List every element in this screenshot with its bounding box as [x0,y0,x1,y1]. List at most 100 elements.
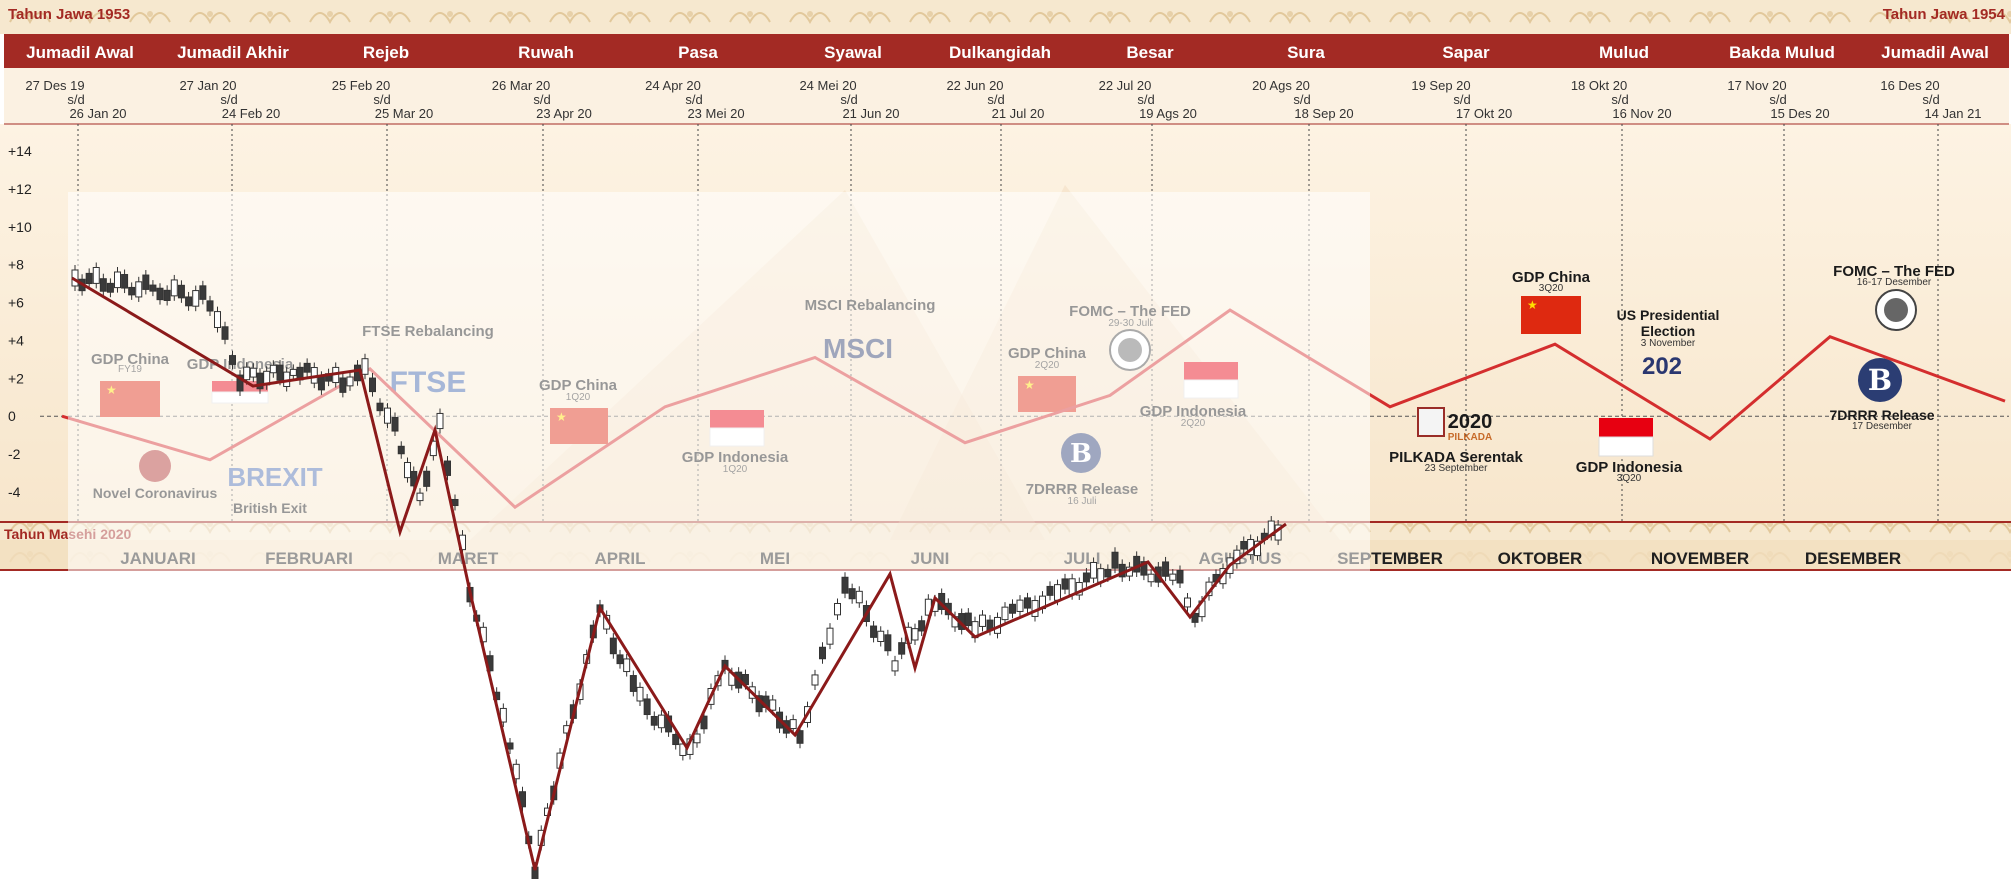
candle-body [855,590,863,604]
candle-body [416,492,424,502]
candle-body [769,699,777,711]
month-end-date: 24 Feb 20 [222,106,281,121]
month-sd-label: s/d [1769,92,1786,107]
month-start-date: 25 Feb 20 [332,78,391,93]
candle-body [451,498,459,507]
event-title: PILKADA Serentak [1389,449,1523,466]
candle-body [1184,597,1191,608]
month-start-date: 24 Mei 20 [799,78,856,93]
month-start-date: 17 Nov 20 [1727,78,1786,93]
y-tick-label: +4 [8,332,24,348]
candle-body [229,355,236,365]
event-title: GDP China [1512,269,1591,286]
candle-body [1133,555,1141,573]
fed-seal-center [1884,298,1908,322]
candle-body [643,698,651,716]
javanese-month-name: Jumadil Akhir [177,43,289,62]
candle-body [1111,551,1119,569]
event-subtitle: 3Q20 [1539,283,1564,294]
candle-body [346,376,354,387]
candle-body [700,715,708,730]
candle-body [1068,578,1076,596]
date-row-band [4,68,2009,124]
event-title-line1: US Presidential [1617,307,1720,323]
candle-body [1090,561,1098,579]
candle-body [1104,568,1112,578]
y-tick-label: -4 [8,484,21,500]
month-end-date: 25 Mar 20 [375,106,434,121]
y-tick-label: +8 [8,257,24,273]
candle-body [376,402,384,412]
y-tick-label: +10 [8,219,32,235]
event-title: GDP Indonesia [1576,459,1683,476]
candle-body [1162,561,1170,577]
event-title-line2: Election [1641,323,1695,339]
candle-body [884,634,892,652]
candle-body [1147,573,1155,583]
candle-body [256,372,264,390]
candle-body [429,440,437,457]
y-tick-label: -2 [8,446,21,462]
election-2020-icon: 202 [1642,353,1682,380]
month-sd-label: s/d [533,92,550,107]
candle-body [1016,599,1024,612]
candle-body [163,289,171,301]
candle-body [826,627,834,645]
candle-body [185,296,193,307]
javanese-month-name: Rejeb [363,43,409,62]
month-end-date: 21 Jul 20 [992,106,1045,121]
bi-letter: B [1868,363,1892,397]
candle-body [214,311,221,328]
event-subtitle: 3Q20 [1617,473,1642,484]
candle-body [289,368,297,376]
y-tick-label: +14 [8,143,32,159]
candle-body [979,614,986,627]
month-sd-label: s/d [220,92,237,107]
month-end-date: 15 Des 20 [1770,106,1829,121]
candle-body [1024,597,1031,609]
month-end-date: 17 Okt 20 [1456,106,1512,121]
candle-body [964,612,972,627]
event-subtitle: 16-17 Desember [1857,277,1932,288]
gregorian-month-label: OKTOBER [1498,549,1583,568]
javanese-month-name: Mulud [1599,43,1649,62]
month-end-date: 19 Ags 20 [1139,106,1197,121]
month-sd-label: s/d [1453,92,1470,107]
month-end-date: 21 Jun 20 [842,106,899,121]
candle-body [369,377,376,393]
candle-body [1240,541,1248,550]
candle-body [891,660,899,672]
candle-body [819,646,826,660]
candle-body [636,686,644,702]
candle-body [1169,573,1177,581]
candle-body [609,637,617,655]
javanese-month-name: Sapar [1442,43,1490,62]
candle-body [870,625,878,638]
candle-body [114,271,121,289]
javanese-month-name: Ruwah [518,43,574,62]
candle-body [128,286,136,296]
month-end-date: 16 Nov 20 [1612,106,1671,121]
candle-body [1075,582,1083,596]
candle-body [236,374,244,392]
candle-body [811,674,819,686]
candle-body [404,462,411,479]
event-title: FOMC – The FED [1833,263,1955,280]
candle-body [397,445,405,455]
month-start-date: 26 Mar 20 [492,78,551,93]
candle-body [206,300,214,312]
candle-body [99,278,107,292]
gregorian-month-label: DESEMBER [1805,549,1901,568]
month-sd-label: s/d [1137,92,1154,107]
candle-body [121,274,129,289]
month-sd-label: s/d [1922,92,1939,107]
ballot-box-icon [1417,407,1445,437]
candle-body [423,470,431,487]
javanese-year-left: Tahun Jawa 1953 [8,6,130,23]
event-subtitle: 3 November [1641,338,1696,349]
header-band [4,34,2009,68]
candle-body [177,284,185,299]
event-subtitle: 17 Desember [1852,421,1913,432]
flag-indonesia-icon [1599,418,1653,437]
